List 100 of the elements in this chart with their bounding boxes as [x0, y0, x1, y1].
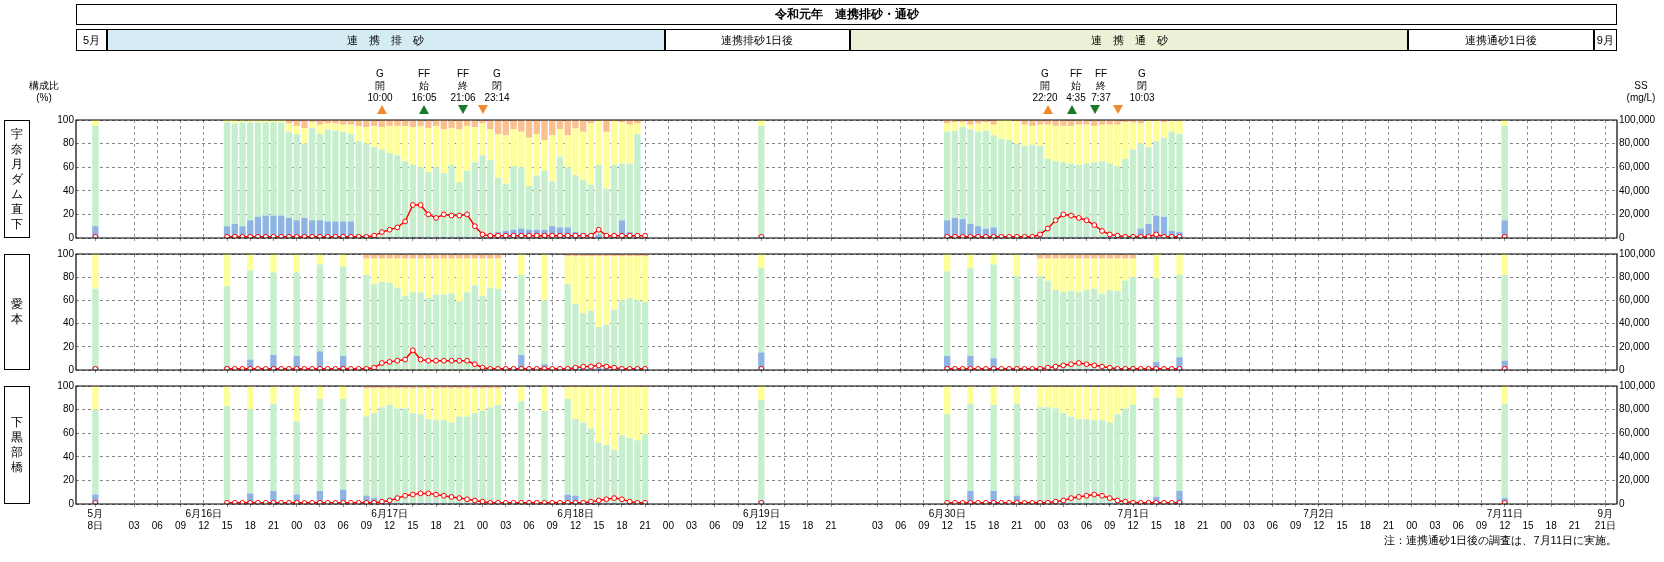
text: FF 終 7:37 [1091, 68, 1111, 103]
x-tick-label: 7月1日 12 [1117, 507, 1149, 531]
y-tick-label: 40 [62, 450, 75, 462]
x-tick-label: 15 [1150, 519, 1163, 531]
x-tick-label: 21 [1383, 519, 1395, 531]
text: 宇奈月ダム直下 [10, 126, 24, 232]
x-tick-label: 18 [430, 519, 443, 531]
x-tick-label: 7月2日 12 [1303, 507, 1335, 531]
y2-tick-label: 0 [1619, 497, 1625, 509]
x-tick-label: 09 [1104, 519, 1116, 531]
x-tick-label: 21 [1568, 519, 1581, 531]
text: FF 始 4:35 [1066, 68, 1086, 103]
x-tick-label: 09 [1475, 519, 1488, 531]
x-tick-label: 18 [988, 519, 1000, 531]
x-tick-label: 06 [1266, 519, 1279, 531]
x-tick-label: 21 [1011, 519, 1023, 531]
x-tick-label: 18 [1545, 519, 1558, 531]
x-tick-label: 18 [244, 519, 257, 531]
x-tick-label: 00 [662, 519, 675, 531]
x-tick-label: 06 [523, 519, 536, 531]
text: 令和元年 連携排砂・通砂 [76, 4, 1617, 25]
y-tick-label: 100 [57, 247, 75, 259]
x-tick-label: 5月 8日 [87, 507, 104, 531]
x-tick-label: 18 [1359, 519, 1372, 531]
text: G 閉 10:03 [1128, 68, 1156, 104]
y2-tick-label: 0 [1619, 363, 1625, 375]
text: 注：連携通砂1日後の調査は、7月11日に実施。 [1384, 533, 1617, 548]
y-tick-label: 20 [62, 340, 75, 352]
x-tick-label: 15 [964, 519, 977, 531]
y-tick-label: 0 [68, 497, 75, 509]
x-tick-label: 15 [221, 519, 233, 531]
y-tick-label: 80 [62, 137, 75, 149]
text: 連 携 通 砂 [850, 29, 1408, 51]
y-tick-label: 40 [62, 184, 75, 196]
y2-tick-label: 100,000 [1619, 379, 1656, 391]
x-tick-label: 09 [174, 519, 187, 531]
text: FF 始 16:05 [410, 68, 438, 104]
y-tick-label: 100 [57, 113, 75, 125]
x-tick-label: 21 [639, 519, 652, 531]
x-tick-label: 09 [1290, 519, 1302, 531]
x-tick-label: 00 [1406, 519, 1418, 531]
x-tick-label: 06 [895, 519, 907, 531]
x-tick-label: 18 [1173, 519, 1186, 531]
y2-tick-label: 100,000 [1619, 113, 1656, 125]
x-tick-label: 21 [825, 519, 838, 531]
y2-tick-label: 60,000 [1619, 160, 1651, 172]
text: 愛本 [10, 297, 24, 327]
y-axis-title: 構成比 (%) [28, 80, 60, 104]
y2-tick-label: 60,000 [1619, 294, 1651, 306]
x-tick-label: 7月11日 12 [1486, 507, 1523, 531]
x-tick-label: 06 [1452, 519, 1465, 531]
text: 下黒部橋 [10, 415, 24, 475]
x-tick-label: 6月18日 12 [557, 507, 594, 531]
y2-tick-label: 20,000 [1619, 474, 1651, 486]
y2-tick-label: 20,000 [1619, 208, 1651, 220]
y-tick-label: 60 [62, 426, 75, 438]
x-tick-label: 15 [1522, 519, 1534, 531]
x-tick-label: 03 [1057, 519, 1070, 531]
y2-axis-title: SS (mg/L) [1625, 80, 1657, 104]
text: 9月 [1593, 29, 1617, 51]
x-tick-label: 03 [871, 519, 884, 531]
text: 連携排砂1日後 [664, 29, 851, 51]
y2-tick-label: 40,000 [1619, 317, 1651, 329]
y-tick-label: 80 [62, 270, 75, 282]
x-tick-label: 15 [593, 519, 605, 531]
text: G 閉 23:14 [484, 68, 510, 103]
x-tick-label: 00 [291, 519, 303, 531]
text: 5月 [76, 29, 107, 51]
text: G 開 10:00 [366, 68, 394, 104]
y-tick-label: 20 [62, 474, 75, 486]
y2-tick-label: 0 [1619, 231, 1625, 243]
x-tick-label: 03 [128, 519, 141, 531]
y-tick-label: 100 [57, 379, 75, 391]
text: FF 終 21:06 [450, 68, 476, 103]
y2-tick-label: 80,000 [1619, 403, 1651, 415]
x-tick-label: 15 [778, 519, 791, 531]
y2-tick-label: 40,000 [1619, 450, 1651, 462]
x-tick-label: 6月16日 12 [185, 507, 223, 531]
x-tick-label: 18 [802, 519, 814, 531]
y2-tick-label: 100,000 [1619, 247, 1656, 259]
x-tick-label: 03 [500, 519, 512, 531]
x-tick-label: 03 [314, 519, 326, 531]
y-tick-label: 0 [68, 231, 75, 243]
y2-tick-label: 40,000 [1619, 184, 1651, 196]
x-tick-label: 06 [151, 519, 164, 531]
x-tick-label: 00 [1034, 519, 1047, 531]
x-tick-label: 09 [360, 519, 373, 531]
y-tick-label: 20 [62, 208, 75, 220]
y-tick-label: 60 [62, 294, 75, 306]
x-tick-label: 21 [1197, 519, 1209, 531]
x-tick-label: 03 [686, 519, 698, 531]
x-tick-label: 06 [1080, 519, 1093, 531]
y-tick-label: 40 [62, 317, 75, 329]
y2-tick-label: 80,000 [1619, 137, 1651, 149]
x-tick-label: 00 [1220, 519, 1232, 531]
x-tick-label: 09 [546, 519, 559, 531]
x-tick-label: 03 [1243, 519, 1256, 531]
x-tick-label: 09 [918, 519, 930, 531]
x-tick-label: 09 [732, 519, 745, 531]
x-tick-label: 21 [453, 519, 466, 531]
